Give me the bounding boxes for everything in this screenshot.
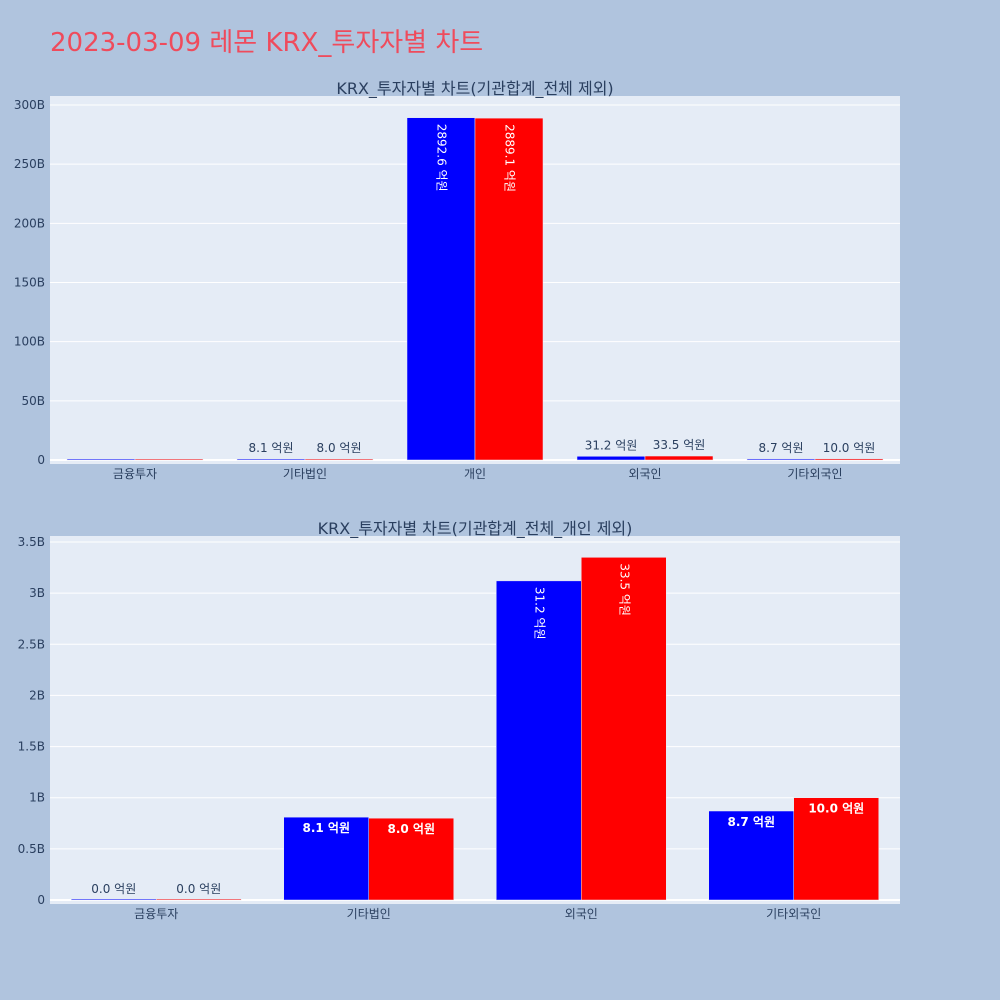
data-label: 8.1 억원 [302, 821, 350, 835]
bar [576, 456, 646, 461]
data-label: 2889.1 억원 [503, 124, 517, 192]
y-tick-label: 50B [21, 394, 45, 408]
bar [406, 117, 476, 461]
x-tick-label: 외국인 [565, 907, 598, 921]
y-tick-label: 0.5B [18, 842, 45, 856]
bar [793, 797, 879, 901]
y-tick-label: 3.5B [18, 535, 45, 549]
page-title: 2023-03-09 레몬 KRX_투자자별 차트 [50, 28, 484, 58]
y-tick-label: 200B [14, 216, 45, 230]
bar [496, 580, 582, 901]
bar [156, 898, 242, 901]
data-label: 8.0 억원 [387, 822, 435, 836]
x-tick-label: 기타외국인 [787, 467, 842, 481]
data-label: 8.1 억원 [249, 441, 294, 455]
chart-title: KRX_투자자별 차트(기관합계_전체 제외) [336, 79, 613, 99]
data-label: 0.0 억원 [176, 882, 221, 896]
data-label: 0.0 억원 [91, 882, 136, 896]
x-tick-label: 기타법인 [347, 907, 391, 921]
x-tick-label: 개인 [464, 467, 486, 481]
y-tick-label: 2B [29, 688, 45, 702]
y-tick-label: 100B [14, 335, 45, 349]
data-label: 8.7 억원 [759, 441, 804, 455]
y-tick-label: 0 [37, 893, 45, 907]
y-tick-label: 150B [14, 276, 45, 290]
data-label: 31.2 억원 [585, 438, 638, 452]
x-tick-label: 금융투자 [134, 907, 178, 921]
x-tick-label: 금융투자 [113, 467, 157, 481]
bar [814, 458, 884, 461]
data-label: 8.7 억원 [727, 815, 775, 829]
bar [236, 458, 306, 461]
y-tick-label: 3B [29, 586, 45, 600]
y-tick-label: 250B [14, 157, 45, 171]
y-tick-label: 0 [37, 453, 45, 467]
bar [474, 117, 544, 461]
x-tick-label: 외국인 [628, 467, 661, 481]
bar [71, 898, 157, 901]
data-label: 2892.6 억원 [435, 124, 449, 192]
data-label: 10.0 억원 [823, 441, 876, 455]
chart-bottom: KRX_투자자별 차트(기관합계_전체_개인 제외) 0 0.5B 1B 1.5B 2B 2… [18, 519, 900, 921]
bar [66, 458, 136, 461]
x-tick-label: 기타법인 [283, 467, 327, 481]
bar [644, 455, 714, 461]
chart-title: KRX_투자자별 차트(기관합계_전체_개인 제외) [318, 519, 633, 539]
bar [708, 810, 794, 901]
bar [304, 458, 374, 461]
data-label: 10.0 억원 [808, 802, 864, 816]
y-tick-label: 300B [14, 98, 45, 112]
bar [746, 458, 816, 461]
bar [134, 458, 204, 461]
data-label: 33.5 억원 [653, 438, 706, 452]
bar [581, 557, 667, 901]
chart-top: KRX_투자자별 차트(기관합계_전체 제외) 0 50B 100B 150B 200B 2… [14, 79, 900, 481]
data-label: 33.5 억원 [617, 563, 631, 616]
y-tick-label: 2.5B [18, 637, 45, 651]
data-label: 31.2 억원 [532, 587, 546, 640]
bar [368, 817, 454, 901]
y-tick-label: 1B [29, 791, 45, 805]
data-label: 8.0 억원 [317, 441, 362, 455]
x-tick-label: 기타외국인 [766, 907, 821, 921]
y-tick-label: 1.5B [18, 740, 45, 754]
bar [283, 816, 369, 901]
